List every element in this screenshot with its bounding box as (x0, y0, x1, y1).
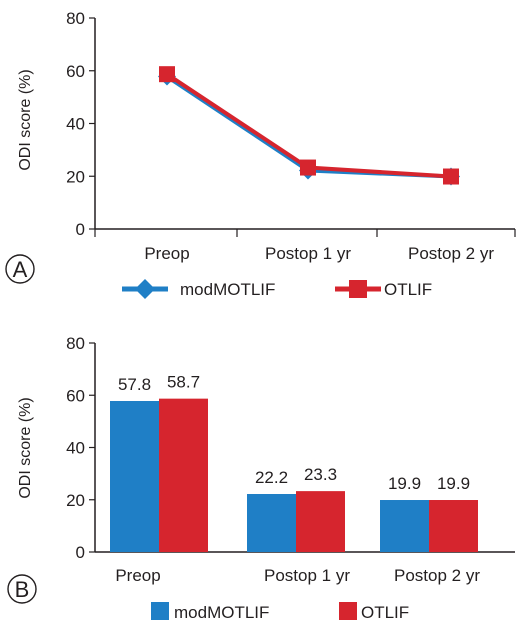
svg-text:B: B (15, 577, 30, 602)
panel-b-data-label-OTLIF: 23.3 (304, 465, 337, 484)
panel-b-legend: modMOTLIF OTLIF (151, 602, 409, 622)
panel-b-y-tick-label: 60 (66, 386, 85, 405)
panel-b-data-label-modMOTLIF: 19.9 (388, 474, 421, 493)
panel-b-bar-modMOTLIF (110, 400, 159, 552)
panel-a-category-label: Preop (144, 244, 189, 263)
panel-b-y-tick-label: 80 (66, 334, 85, 353)
panel-a-y-tick-label: 0 (76, 220, 85, 239)
panel-a-y-tick-label: 80 (66, 9, 85, 28)
panel-a-y-tick-label: 60 (66, 62, 85, 81)
panel-a-letter: A (5, 254, 35, 284)
panel-b-bar-OTLIF (429, 500, 478, 552)
panel-b-letter: B (7, 574, 37, 604)
panel-a-y-tick-label: 20 (66, 167, 85, 186)
panel-a-category-labels: Preop Postop 1 yr Postop 2 yr (144, 244, 494, 263)
panel-a-axes (94, 18, 516, 237)
panel-b-bars: 57.8 22.2 19.9 58.7 23.3 19.9 (110, 373, 478, 552)
panel-b-y-tick-label: 40 (66, 439, 85, 458)
panel-a-point-OTLIF (443, 168, 459, 185)
legend-label-OTLIF: OTLIF (384, 280, 432, 299)
svg-text:A: A (13, 257, 28, 282)
panel-b-data-label-OTLIF: 58.7 (167, 373, 200, 392)
panel-b-category-label: Preop (115, 566, 160, 585)
panel-b-y-tick-label: 0 (76, 543, 85, 562)
legend-marker-modMOTLIF (135, 279, 155, 299)
panel-b-data-label-modMOTLIF: 22.2 (255, 468, 288, 487)
panel-b-bar-OTLIF (159, 398, 208, 552)
panel-b-category-labels: Preop Postop 1 yr Postop 2 yr (115, 566, 480, 585)
panel-a-line-chart: 0 20 40 60 80 Preop Postop 1 yr Postop 2 yr OD… (5, 9, 516, 299)
legend-label-modMOTLIF: modMOTLIF (174, 603, 269, 622)
legend-swatch-OTLIF (339, 602, 357, 620)
panel-a-y-axis-label: ODI score (%) (17, 69, 34, 170)
panel-a-series (158, 66, 460, 186)
panel-b-category-label: Postop 1 yr (264, 566, 350, 585)
panel-b-y-axis-label: ODI score (%) (17, 397, 34, 498)
legend-label-modMOTLIF: modMOTLIF (180, 280, 275, 299)
panel-b-bar-modMOTLIF (380, 500, 429, 552)
panel-b-bar-modMOTLIF (247, 494, 296, 552)
panel-a-point-OTLIF (300, 159, 316, 176)
panel-a-category-label: Postop 2 yr (408, 244, 494, 263)
panel-a-y-ticks: 0 20 40 60 80 (66, 9, 95, 239)
panel-a-y-tick-label: 40 (66, 115, 85, 134)
panel-b-bar-chart: 0 20 40 60 80 Preop Postop 1 yr Postop 2 yr OD… (7, 334, 515, 622)
panel-a-category-label: Postop 1 yr (265, 244, 351, 263)
legend-marker-OTLIF (349, 280, 367, 298)
legend-label-OTLIF: OTLIF (361, 603, 409, 622)
panel-b-y-ticks: 0 20 40 60 80 (66, 334, 95, 562)
panel-a-point-OTLIF (159, 66, 175, 83)
panel-b-y-tick-label: 20 (66, 491, 85, 510)
panel-a-legend: modMOTLIF OTLIF (122, 279, 432, 299)
legend-swatch-modMOTLIF (151, 602, 169, 620)
panel-b-data-label-modMOTLIF: 57.8 (118, 375, 151, 394)
panel-b-data-label-OTLIF: 19.9 (437, 474, 470, 493)
panel-b-category-label: Postop 2 yr (394, 566, 480, 585)
panel-b-bar-OTLIF (296, 491, 345, 552)
